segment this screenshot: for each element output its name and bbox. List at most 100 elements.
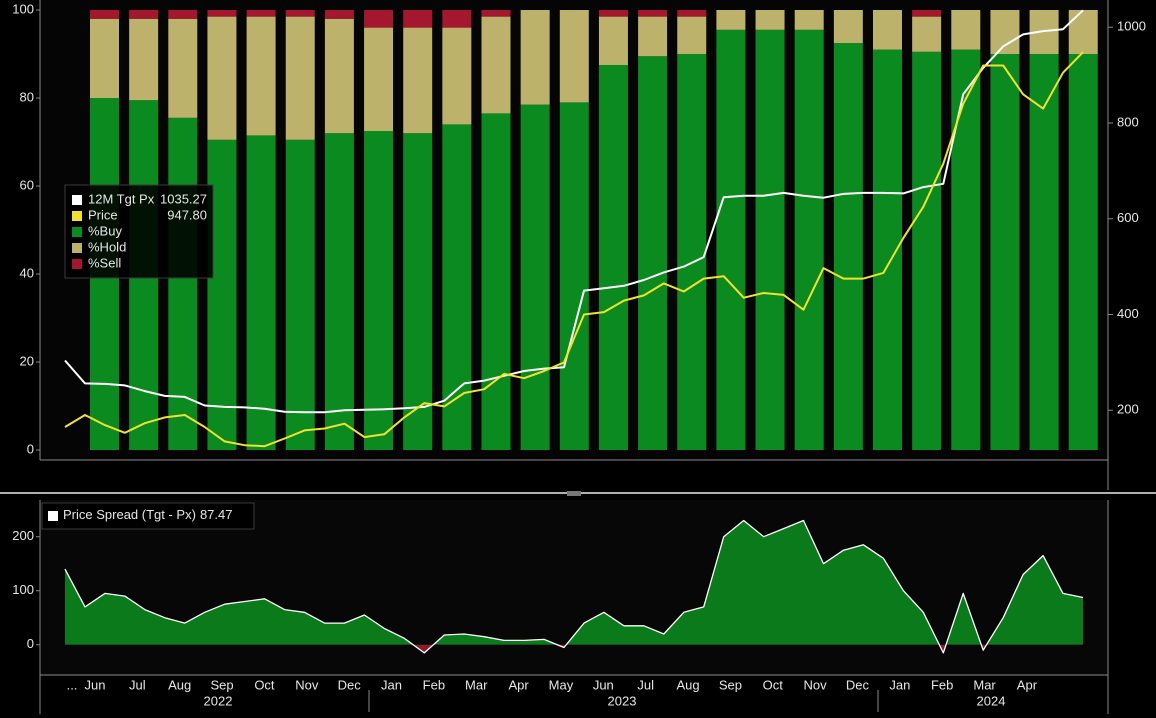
y-tick-label: 40	[20, 265, 34, 280]
y-tick-label: 200	[12, 528, 34, 543]
bar-segment	[833, 43, 863, 450]
bar-segment	[598, 16, 628, 66]
bar-segment	[168, 10, 198, 19]
y-tick-label: 20	[20, 353, 34, 368]
x-year-label: 2022	[204, 693, 233, 708]
bar-segment	[951, 49, 981, 450]
bar-segment	[951, 10, 981, 50]
legend-name: Price Spread (Tgt - Px)	[63, 507, 196, 522]
x-tick-label: Jun	[593, 677, 614, 692]
bar-segment	[403, 10, 433, 28]
bar-segment	[168, 117, 198, 451]
x-tick-label: Oct	[763, 677, 784, 692]
legend-swatch	[72, 243, 82, 253]
legend-label: Price Spread (Tgt - Px) 87.47	[63, 507, 232, 522]
bar-segment	[794, 29, 824, 451]
bar-segment	[559, 102, 589, 451]
x-tick-label: Aug	[676, 677, 699, 692]
bar-segment	[90, 10, 119, 19]
line-series	[64, 51, 1084, 448]
bar-segment	[873, 10, 902, 50]
bar-segment	[90, 18, 119, 98]
bar-segment	[755, 29, 785, 451]
bar-segment	[990, 10, 1020, 54]
legend-label: 12M Tgt Px	[88, 191, 155, 206]
x-tick-label: Dec	[338, 677, 362, 692]
bar-segment	[598, 65, 628, 450]
bar-segment	[129, 18, 159, 101]
legend-label: %Buy	[88, 223, 122, 238]
bar-segment	[677, 16, 707, 55]
y2-tick-label: 200	[1117, 402, 1139, 417]
bar-segment	[1068, 10, 1098, 54]
x-year-label: 2024	[977, 693, 1006, 708]
bar-segment	[677, 54, 707, 450]
x-tick-label: Mar	[465, 677, 488, 692]
x-tick-label: Jan	[889, 677, 910, 692]
x-tick-label: Jun	[85, 677, 106, 692]
x-tick-label: Jan	[381, 677, 402, 692]
x-tick-label: Sep	[719, 677, 742, 692]
y-tick-label: 100	[12, 1, 34, 16]
bar-segment	[755, 10, 785, 30]
legend-swatch	[72, 259, 82, 269]
x-tick-label: Feb	[931, 677, 953, 692]
bar-segment	[833, 10, 863, 43]
y2-tick-label: 800	[1117, 114, 1139, 129]
bar-segment	[716, 29, 746, 451]
x-tick-label: Aug	[168, 677, 191, 692]
bar-segment	[285, 139, 315, 451]
bar-segment	[246, 16, 276, 136]
bar-segment	[442, 124, 472, 451]
y2-tick-label: 400	[1117, 306, 1139, 321]
bar-segment	[324, 133, 354, 450]
bar-segment	[442, 27, 472, 125]
x-tick-label: Apr	[508, 677, 529, 692]
bar-segment	[403, 27, 433, 134]
legend-swatch	[72, 227, 82, 237]
bar-segment	[912, 16, 942, 52]
y-tick-label: 0	[27, 441, 34, 456]
area-positive	[65, 520, 1083, 645]
bar-segment	[481, 10, 511, 17]
legend-value: 87.47	[200, 507, 233, 522]
x-tick-label: Oct	[254, 677, 275, 692]
bar-segment	[1068, 54, 1098, 450]
bar-segment	[598, 10, 628, 17]
x-tick-label: Nov	[804, 677, 828, 692]
y-tick-label: 0	[27, 636, 34, 651]
legend-box	[64, 184, 214, 279]
y-tick-label: 80	[20, 89, 34, 104]
bar-segment	[324, 10, 354, 19]
legend-value: 1035.27	[160, 191, 207, 206]
x-tick-label: Sep	[211, 677, 234, 692]
x-tick-label: Apr	[1017, 677, 1038, 692]
x-tick-label: Mar	[973, 677, 996, 692]
x-tick-label: Jul	[637, 677, 654, 692]
legend-swatch	[72, 211, 82, 221]
bar-segment	[364, 131, 394, 450]
legend-label: %Hold	[88, 239, 126, 254]
x-tick-label: May	[549, 677, 574, 692]
bar-segment	[481, 16, 511, 114]
bar-segment	[638, 16, 668, 57]
divider-handle	[567, 491, 581, 496]
x-tick-label: ...	[67, 677, 78, 692]
bar-segment	[246, 10, 276, 17]
bar-segment	[403, 133, 433, 450]
bar-segment	[1029, 54, 1059, 450]
bar-segment	[520, 104, 550, 450]
bar-segment	[324, 18, 354, 134]
bar-segment	[364, 27, 394, 132]
area-line	[64, 519, 1084, 654]
y2-tick-label: 600	[1117, 210, 1139, 225]
x-year-label: 2023	[608, 693, 637, 708]
legend-label: %Sell	[88, 255, 121, 270]
x-tick-label: Dec	[846, 677, 870, 692]
bar-segment	[481, 113, 511, 451]
bar-segment	[364, 10, 394, 28]
legend-value: 947.80	[167, 207, 207, 222]
bar-segment	[677, 10, 707, 17]
